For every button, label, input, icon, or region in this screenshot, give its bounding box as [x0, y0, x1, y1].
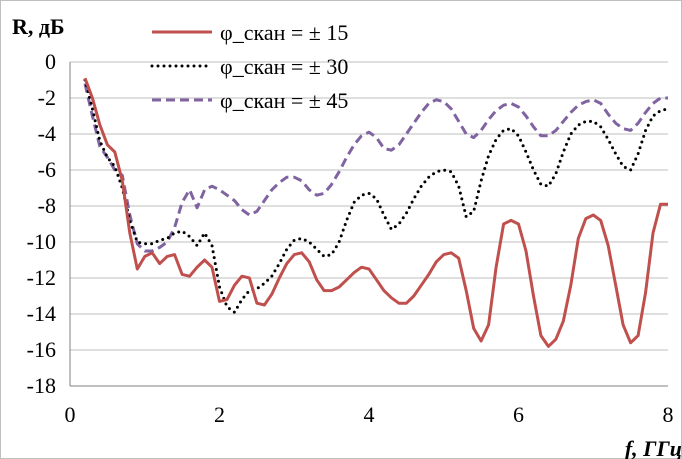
y-tick-label: -18: [27, 373, 56, 398]
y-tick-label: -8: [38, 193, 56, 218]
legend-label: φ_скан = ± 45: [220, 88, 348, 113]
y-tick-label: -6: [38, 157, 56, 182]
y-tick-label: -16: [27, 337, 56, 362]
y-tick-labels: 0 -2 -4 -6 -8 -10 -12 -14 -16 -18: [27, 49, 56, 398]
y-tick-label: 0: [45, 49, 56, 74]
x-tick-label: 6: [513, 402, 524, 427]
series-line-1: [83, 77, 668, 348]
legend: φ_скан = ± 15 φ_скан = ± 30 φ_скан = ± 45: [150, 20, 348, 113]
series-lines: [83, 77, 670, 348]
y-tick-label: -12: [27, 265, 56, 290]
x-tick-label: 8: [663, 402, 674, 427]
y-axis-title: R, дБ: [12, 14, 65, 39]
y-tick-label: -4: [38, 121, 56, 146]
x-tick-label: 0: [65, 402, 76, 427]
series-line-2: [83, 78, 670, 314]
x-axis-title: f, ГГц: [625, 436, 682, 459]
gridlines: [70, 61, 668, 351]
x-tick-label: 2: [214, 402, 225, 427]
x-tick-label: 4: [364, 402, 375, 427]
y-tick-label: -14: [27, 301, 56, 326]
y-tick-label: -10: [27, 229, 56, 254]
axes: [69, 62, 668, 387]
x-tick-labels: 0 2 4 6 8: [65, 402, 674, 427]
series-line-3: [83, 83, 668, 253]
legend-label: φ_скан = ± 30: [220, 54, 348, 79]
y-tick-label: -2: [38, 85, 56, 110]
legend-label: φ_скан = ± 15: [220, 20, 348, 45]
